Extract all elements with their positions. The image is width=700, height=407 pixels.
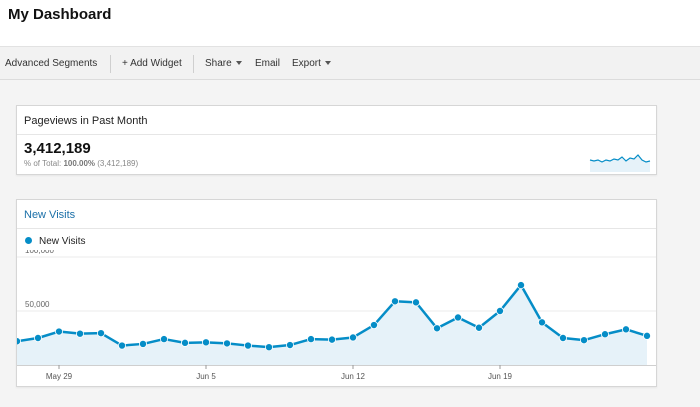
new-visits-widget: New Visits New Visits 100,000 50,000 May 2…	[16, 199, 657, 387]
toolbar-divider	[110, 55, 111, 73]
data-point	[118, 341, 127, 350]
data-point	[17, 337, 21, 346]
data-point	[369, 321, 378, 330]
share-label: Share	[205, 58, 232, 69]
data-point	[264, 343, 273, 352]
data-point	[327, 335, 336, 344]
pct-value: 100.00%	[63, 159, 96, 168]
export-label: Export	[292, 58, 321, 69]
data-point	[622, 325, 631, 334]
data-point	[33, 334, 42, 343]
new-visits-widget-title[interactable]: New Visits	[24, 209, 76, 221]
data-point	[390, 297, 399, 306]
data-point	[643, 331, 652, 340]
x-tick-label: Jun 5	[196, 372, 216, 381]
data-point	[201, 338, 210, 347]
y-tick-label: 50,000	[25, 300, 50, 309]
data-point	[538, 318, 547, 327]
email-button[interactable]: Email	[255, 58, 281, 69]
data-point	[411, 298, 420, 307]
chart-legend: New Visits	[25, 236, 86, 247]
legend-label: New Visits	[39, 236, 86, 247]
pageviews-widget: Pageviews in Past Month 3,412,189 % of T…	[16, 105, 657, 175]
data-point	[432, 324, 441, 333]
legend-dot-icon	[25, 236, 32, 244]
data-point	[601, 330, 610, 339]
toolbar-divider	[193, 55, 194, 73]
add-widget-button[interactable]: + Add Widget	[122, 58, 182, 69]
pageviews-value: 3,412,189	[24, 140, 91, 157]
toolbar: Advanced Segments + Add Widget Share Ema…	[0, 47, 700, 80]
page-title: My Dashboard	[8, 6, 112, 23]
data-point	[97, 329, 106, 338]
data-point	[243, 341, 252, 350]
share-button[interactable]: Share	[205, 58, 242, 69]
sparkline-area	[590, 155, 650, 172]
caret-down-icon	[235, 61, 242, 66]
header: My Dashboard	[0, 0, 700, 47]
data-point	[306, 335, 315, 344]
data-point	[55, 327, 64, 336]
x-tick-label: Jun 12	[341, 372, 366, 381]
pct-total: (3,412,189)	[95, 159, 139, 168]
advanced-segments-button[interactable]: Advanced Segments	[5, 58, 98, 69]
data-point	[180, 338, 189, 347]
export-button[interactable]: Export	[292, 58, 331, 69]
pageviews-widget-title: Pageviews in Past Month	[24, 115, 148, 127]
y-tick-label: 100,000	[25, 250, 54, 255]
sparkline	[589, 154, 651, 172]
series-area	[17, 285, 647, 365]
data-point	[559, 334, 568, 343]
data-point	[285, 341, 294, 350]
data-point	[453, 313, 462, 322]
data-point	[222, 339, 231, 348]
widget-divider	[17, 134, 656, 135]
data-point	[516, 281, 525, 290]
data-point	[348, 333, 357, 342]
data-point	[139, 339, 148, 348]
widget-divider	[17, 228, 656, 229]
new-visits-chart: 100,000 50,000 May 29 Jun 5 Jun 12 Jun 19	[17, 250, 656, 381]
data-point	[76, 329, 85, 338]
data-point	[580, 336, 589, 345]
data-point	[474, 323, 483, 332]
sparkline-line	[589, 154, 651, 163]
x-tick-label: May 29	[46, 372, 73, 381]
data-point	[159, 335, 168, 344]
caret-down-icon	[324, 61, 331, 66]
data-point	[495, 307, 504, 316]
pct-label: % of Total:	[24, 159, 64, 168]
pct-of-total: % of Total: 100.00% (3,412,189)	[24, 159, 138, 168]
x-tick-label: Jun 19	[488, 372, 513, 381]
